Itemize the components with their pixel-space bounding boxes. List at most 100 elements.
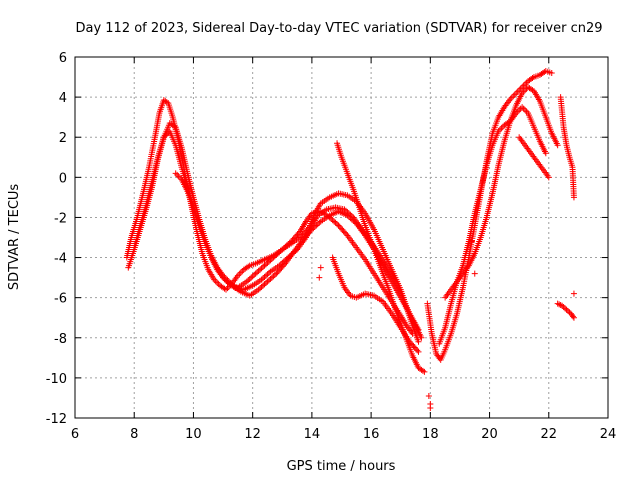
data-point xyxy=(224,278,231,285)
data-point xyxy=(243,278,250,285)
data-point xyxy=(274,250,281,257)
data-point xyxy=(295,229,302,236)
data-point xyxy=(264,271,271,278)
data-point xyxy=(294,231,301,238)
data-point xyxy=(254,269,261,276)
y-tick-label: -12 xyxy=(46,412,67,427)
data-point xyxy=(516,107,523,114)
data-point xyxy=(277,266,284,273)
data-point xyxy=(275,267,282,274)
data-point xyxy=(264,259,271,266)
data-point xyxy=(406,338,413,345)
data-point xyxy=(257,266,264,273)
data-point xyxy=(225,279,232,286)
data-point xyxy=(175,173,182,180)
data-point xyxy=(288,238,295,245)
data-point xyxy=(412,345,419,352)
x-tick-label: 24 xyxy=(600,427,617,442)
data-point xyxy=(329,217,336,224)
data-point xyxy=(276,249,283,256)
x-tick-label: 6 xyxy=(71,427,79,442)
y-tick-label: 2 xyxy=(59,131,67,146)
data-point xyxy=(291,234,298,241)
data-point xyxy=(548,70,555,77)
data-point xyxy=(268,255,275,262)
data-point xyxy=(415,348,422,355)
x-tick-label: 14 xyxy=(304,427,321,442)
data-point xyxy=(283,242,290,249)
data-point xyxy=(163,99,170,106)
data-point xyxy=(227,281,234,288)
data-point xyxy=(245,277,252,284)
data-point xyxy=(411,344,418,351)
data-point xyxy=(415,338,422,345)
data-point xyxy=(345,213,352,220)
data-point xyxy=(415,326,422,333)
data-point xyxy=(542,150,549,157)
data-point xyxy=(510,93,517,100)
data-point xyxy=(249,273,256,280)
data-point xyxy=(270,254,277,261)
x-tick-label: 20 xyxy=(481,427,498,442)
series-outliers xyxy=(316,238,577,411)
data-point xyxy=(265,269,272,276)
data-point xyxy=(252,270,259,277)
data-point xyxy=(331,218,338,225)
data-point xyxy=(314,221,321,228)
data-point xyxy=(336,223,343,230)
data-point xyxy=(261,273,268,280)
y-tick-label: -8 xyxy=(54,332,67,347)
data-point xyxy=(307,227,314,234)
data-point xyxy=(519,104,526,111)
data-point xyxy=(335,222,342,229)
series-arc-l xyxy=(554,300,577,321)
x-tick-label: 22 xyxy=(541,427,558,442)
data-point xyxy=(278,264,285,271)
data-point xyxy=(559,302,566,309)
series-arc-f xyxy=(329,254,422,355)
data-point xyxy=(262,279,269,286)
data-point xyxy=(172,170,179,177)
data-point xyxy=(409,341,416,348)
series-arc-i xyxy=(442,84,561,301)
data-point xyxy=(569,313,576,320)
series-arc-e xyxy=(334,140,428,375)
data-point xyxy=(570,314,577,321)
data-point xyxy=(285,241,292,248)
data-point xyxy=(258,265,265,272)
data-point xyxy=(427,404,434,411)
data-point xyxy=(264,278,271,285)
y-tick-label: 0 xyxy=(59,171,67,186)
data-point xyxy=(560,304,567,311)
series-arc-h xyxy=(436,104,549,347)
data-point xyxy=(519,84,526,91)
data-point xyxy=(570,290,577,297)
y-tick-label: -4 xyxy=(54,252,67,267)
data-point xyxy=(221,285,228,292)
data-point xyxy=(255,286,262,293)
data-point xyxy=(414,347,421,354)
data-point xyxy=(255,267,262,274)
y-axis-label: SDTVAR / TECUs xyxy=(7,184,22,291)
data-point xyxy=(554,300,561,307)
x-axis-label: GPS time / hours xyxy=(287,459,396,474)
data-point xyxy=(279,263,286,270)
data-point xyxy=(223,277,230,284)
data-point xyxy=(517,85,524,92)
data-point xyxy=(303,232,310,239)
x-tick-label: 12 xyxy=(244,427,261,442)
data-point xyxy=(565,308,572,315)
series-arc-j xyxy=(516,134,552,181)
data-point xyxy=(425,392,432,399)
series-arc-b xyxy=(125,120,425,341)
data-point xyxy=(279,246,286,253)
y-tick-label: 4 xyxy=(59,91,67,106)
data-point xyxy=(348,216,355,223)
data-point xyxy=(520,105,527,112)
data-point xyxy=(267,257,274,264)
data-point xyxy=(523,85,530,92)
x-tick-label: 18 xyxy=(422,427,439,442)
data-point xyxy=(344,212,351,219)
data-point xyxy=(407,340,414,347)
data-point xyxy=(334,221,341,228)
